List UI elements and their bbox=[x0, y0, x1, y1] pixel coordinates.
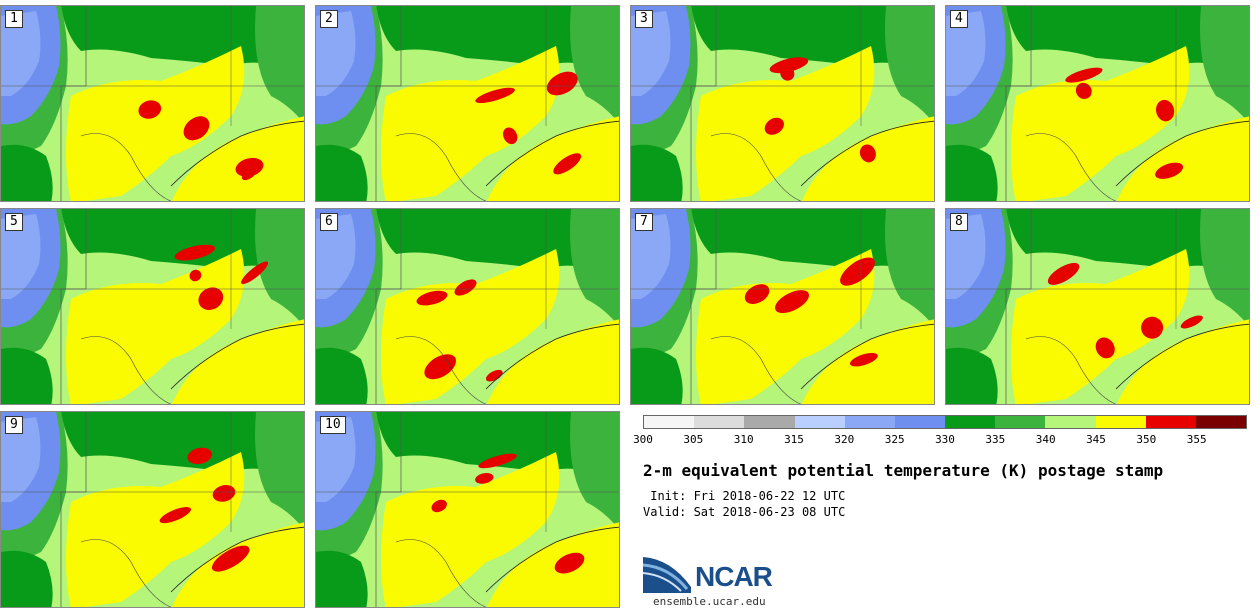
colorbar-tick-label: 305 bbox=[683, 433, 704, 446]
colorbar-bin bbox=[794, 416, 845, 428]
colorbar-bin bbox=[644, 416, 695, 428]
member-panel: 7 bbox=[630, 208, 935, 405]
colorbar-tick-label: 335 bbox=[985, 433, 1006, 446]
figure-title: 2-m equivalent potential temperature (K)… bbox=[643, 461, 1164, 480]
member-number: 7 bbox=[635, 213, 653, 231]
init-time: Init: Fri 2018-06-22 12 UTC bbox=[643, 489, 846, 503]
colorbar-tick-label: 325 bbox=[884, 433, 905, 446]
colorbar-bin bbox=[995, 416, 1046, 428]
member-panel: 8 bbox=[945, 208, 1250, 405]
colorbar-bin bbox=[744, 416, 795, 428]
colorbar-bin bbox=[1045, 416, 1096, 428]
colorbar bbox=[643, 415, 1247, 429]
member-number: 4 bbox=[950, 10, 968, 28]
member-number: 9 bbox=[5, 416, 23, 434]
member-panel: 10 bbox=[315, 411, 620, 608]
colorbar-tick-label: 345 bbox=[1086, 433, 1106, 446]
member-number: 10 bbox=[320, 416, 346, 434]
colorbar-bin bbox=[694, 416, 745, 428]
member-panel: 5 bbox=[0, 208, 305, 405]
colorbar-tick-label: 310 bbox=[733, 433, 754, 446]
colorbar-bin bbox=[1195, 416, 1247, 428]
colorbar-bin bbox=[945, 416, 996, 428]
member-panel: 6 bbox=[315, 208, 620, 405]
colorbar-tick-label: 300 bbox=[633, 433, 653, 446]
colorbar-bin bbox=[1095, 416, 1146, 428]
member-panel: 2 bbox=[315, 5, 620, 202]
member-panel: 4 bbox=[945, 5, 1250, 202]
ncar-logo-icon bbox=[642, 557, 691, 593]
member-panel: 1 bbox=[0, 5, 305, 202]
colorbar-tick-label: 320 bbox=[834, 433, 855, 446]
member-number: 3 bbox=[635, 10, 653, 28]
logo-text: NCAR bbox=[695, 561, 773, 592]
colorbar-tick-label: 350 bbox=[1136, 433, 1157, 446]
member-number: 6 bbox=[320, 213, 338, 231]
member-panel: 3 bbox=[630, 5, 935, 202]
colorbar-tick-label: 330 bbox=[935, 433, 955, 446]
colorbar-tick-label: 355 bbox=[1186, 433, 1207, 446]
colorbar-tick-label: 340 bbox=[1035, 433, 1056, 446]
member-number: 5 bbox=[5, 213, 23, 231]
valid-time: Valid: Sat 2018-06-23 08 UTC bbox=[643, 505, 846, 519]
colorbar-bin bbox=[1145, 416, 1196, 428]
member-panel: 9 bbox=[0, 411, 305, 608]
colorbar-tick-label: 315 bbox=[784, 433, 804, 446]
logo-url: ensemble.ucar.edu bbox=[653, 595, 766, 608]
colorbar-bin bbox=[844, 416, 895, 428]
member-number: 2 bbox=[320, 10, 338, 28]
member-number: 1 bbox=[5, 10, 23, 28]
colorbar-bin bbox=[894, 416, 946, 428]
member-number: 8 bbox=[950, 213, 968, 231]
